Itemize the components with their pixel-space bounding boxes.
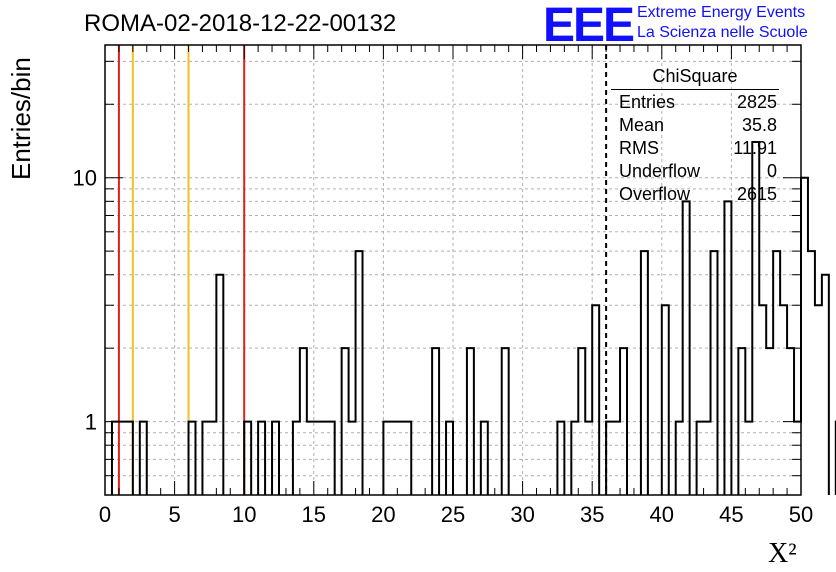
histogram-bin xyxy=(592,305,599,495)
chart-title: ROMA-02-2018-12-22-00132 xyxy=(84,10,397,37)
histogram-bin xyxy=(140,422,147,495)
histogram-bin xyxy=(244,422,251,495)
histogram-bin xyxy=(293,422,300,495)
histogram-bin xyxy=(349,422,356,495)
histogram-bin xyxy=(724,201,731,495)
x-tick-label: 10 xyxy=(232,502,256,527)
stats-label: Entries xyxy=(619,92,676,112)
x-tick-label: 40 xyxy=(650,502,674,527)
histogram-bin xyxy=(356,251,363,495)
histogram-bin xyxy=(766,348,773,495)
histogram-bin xyxy=(738,348,745,495)
stats-label: RMS xyxy=(619,138,659,158)
stats-box: ChiSquare Entries 2825 Mean 35.8 RMS 11.… xyxy=(611,66,779,204)
x-tick-label: 30 xyxy=(510,502,534,527)
stats-label: Overflow xyxy=(619,184,691,204)
histogram-bin xyxy=(404,422,411,495)
logo-subtitle-2: La Scienza nelle Scuole xyxy=(637,24,808,41)
histogram-bin xyxy=(759,305,766,495)
stats-value: 2825 xyxy=(736,92,777,112)
stats-value: 11.91 xyxy=(733,138,777,158)
histogram-bin xyxy=(216,275,223,495)
histogram-bin xyxy=(383,422,390,495)
histogram-bin xyxy=(397,422,404,495)
histogram-bin xyxy=(314,422,321,495)
x-tick-label: 15 xyxy=(302,502,326,527)
stats-value: 0 xyxy=(766,161,777,181)
histogram-bin xyxy=(745,422,752,495)
histogram-bin xyxy=(202,422,209,495)
x-tick-label: 5 xyxy=(168,502,180,527)
stats-value: 35.8 xyxy=(741,115,777,135)
stats-row-entries: Entries 2825 xyxy=(619,92,777,114)
histogram-bin xyxy=(780,305,787,495)
logo-subtitle-1: Extreme Energy Events xyxy=(637,4,806,21)
histogram-bin xyxy=(578,348,585,495)
histogram-bin xyxy=(606,422,613,495)
x-tick-label: 20 xyxy=(371,502,395,527)
histogram-bin xyxy=(481,422,488,495)
histogram-bin xyxy=(620,348,627,495)
axes: 0 5 10 15 20 25 30 35 40 45 50 1 10 xyxy=(73,44,813,527)
y-tick-label: 1 xyxy=(85,410,97,435)
histogram-bin xyxy=(300,348,307,495)
x-axis-label: X² xyxy=(768,538,797,569)
stats-row-rms: RMS 11.91 xyxy=(619,138,777,160)
histogram-bin xyxy=(676,422,683,495)
histogram-bin xyxy=(613,422,620,495)
histogram-bin xyxy=(571,422,578,495)
histogram-bin xyxy=(272,422,279,495)
histogram-bin xyxy=(321,422,328,495)
histogram-bin xyxy=(801,178,808,495)
histogram-bin xyxy=(704,422,711,495)
histogram-bin xyxy=(189,422,196,495)
x-tick-label: 35 xyxy=(580,502,604,527)
y-tick-label: 10 xyxy=(73,166,97,191)
histogram-bin xyxy=(815,305,822,495)
histogram-bin xyxy=(342,348,349,495)
histogram-bin xyxy=(683,201,690,495)
histogram-bin xyxy=(209,422,216,495)
histogram-bin xyxy=(557,422,564,495)
histogram-bin xyxy=(126,422,133,495)
y-axis-label: Entries/bin xyxy=(6,57,36,180)
histogram-bin xyxy=(119,422,126,495)
stats-row-mean: Mean 35.8 xyxy=(619,115,777,137)
stats-row-underflow: Underflow 0 xyxy=(619,161,777,183)
stats-title: ChiSquare xyxy=(652,66,738,86)
histogram-bin xyxy=(432,348,439,495)
histogram-bin xyxy=(822,275,829,495)
histogram-bin xyxy=(328,422,335,495)
stats-label: Mean xyxy=(619,115,665,135)
stats-label: Underflow xyxy=(619,161,701,181)
histogram-bin xyxy=(773,251,780,495)
stats-divider xyxy=(611,89,779,90)
threshold-lines xyxy=(117,45,608,495)
histogram-bin xyxy=(502,348,509,495)
histogram-bin xyxy=(258,422,265,495)
histogram-bin xyxy=(390,422,397,495)
histogram-bin xyxy=(662,305,669,495)
histogram-bin xyxy=(808,251,815,495)
stats-row-overflow: Overflow 2615 xyxy=(619,184,777,206)
eee-logo: EEE xyxy=(543,0,635,52)
histogram-bin xyxy=(697,422,704,495)
x-tick-label: 0 xyxy=(99,502,111,527)
x-tick-label: 50 xyxy=(789,502,813,527)
histogram-bin xyxy=(467,348,474,495)
histogram-bin xyxy=(711,251,718,495)
x-tick-label: 25 xyxy=(441,502,465,527)
x-tick-label: 45 xyxy=(719,502,743,527)
histogram-bin xyxy=(307,422,314,495)
stats-value: 2615 xyxy=(736,184,777,204)
histogram-bin xyxy=(641,251,648,495)
histogram-bin xyxy=(585,422,592,495)
histogram-bin xyxy=(446,422,453,495)
